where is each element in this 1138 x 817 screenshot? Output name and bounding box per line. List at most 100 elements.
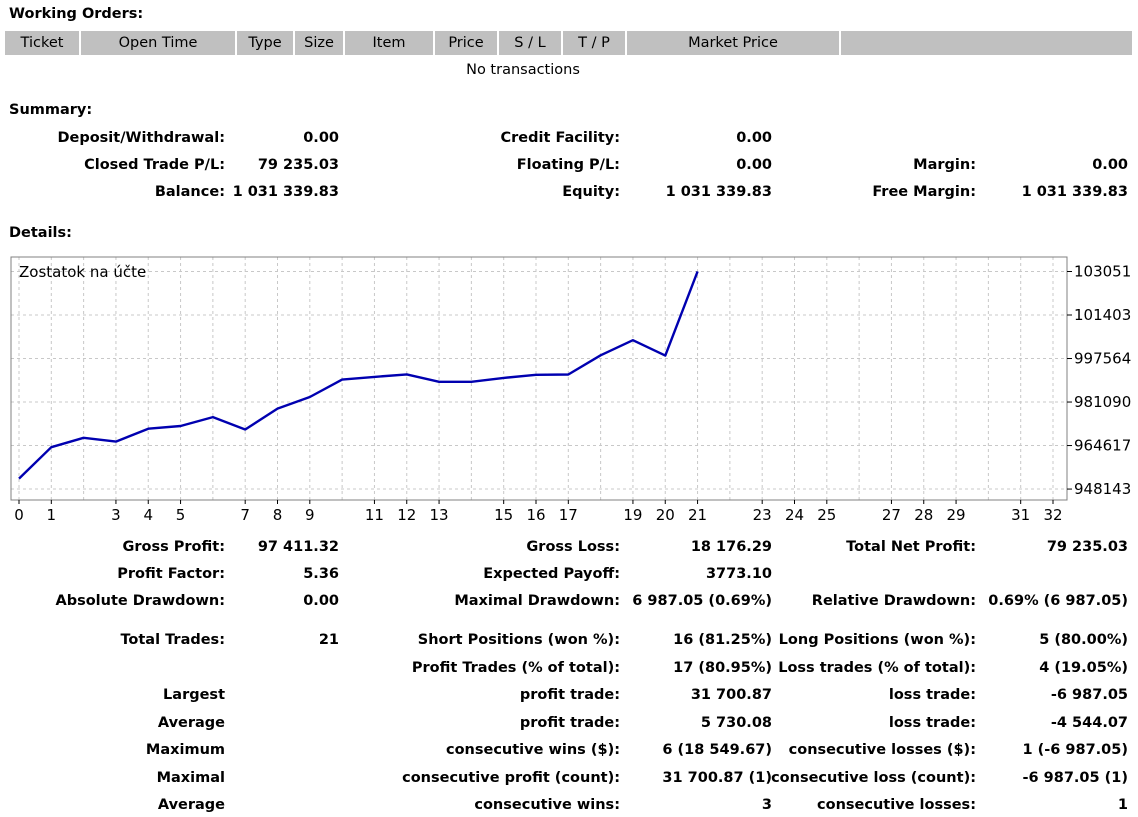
y-tick-label: 103051 xyxy=(1074,262,1131,280)
x-tick-label: 24 xyxy=(785,506,804,524)
details-title: Details: xyxy=(9,225,72,241)
average-consecutive-wins-value: 3 xyxy=(761,797,772,813)
y-tick-label: 101403 xyxy=(1074,306,1131,324)
gross-loss-value: 18 176.29 xyxy=(690,539,772,555)
x-tick-label: 19 xyxy=(623,506,642,524)
column-type[interactable]: Type xyxy=(237,31,293,55)
column-item[interactable]: Item xyxy=(345,31,433,55)
maximal-consecutive-loss-label: consecutive loss (count): xyxy=(771,770,976,786)
x-tick-label: 17 xyxy=(559,506,578,524)
average-consecutive-label: Average xyxy=(157,797,225,813)
expected-payoff-label: Expected Payoff: xyxy=(483,566,620,582)
gross-loss-label: Gross Loss: xyxy=(526,539,620,555)
profit-factor-value: 5.36 xyxy=(303,566,339,582)
profit-factor-label: Profit Factor: xyxy=(117,566,225,582)
average-profit-value: 5 730.08 xyxy=(700,715,772,731)
deposit-withdrawal-label: Deposit/Withdrawal: xyxy=(57,130,225,146)
largest-loss-value: -6 987.05 xyxy=(1050,687,1128,703)
largest-loss-label: loss trade: xyxy=(888,687,976,703)
maximal-consecutive-loss-value: -6 987.05 (1) xyxy=(1022,770,1128,786)
x-tick-label: 5 xyxy=(176,506,186,524)
short-positions-value: 16 (81.25%) xyxy=(673,632,772,648)
chart-frame xyxy=(10,256,1068,501)
summary-title: Summary: xyxy=(9,102,93,118)
average-profit-label: profit trade: xyxy=(519,715,620,731)
absolute-drawdown-value: 0.00 xyxy=(303,593,339,609)
x-tick-label: 31 xyxy=(1011,506,1030,524)
expected-payoff-value: 3773.10 xyxy=(705,566,772,582)
y-tick-label: 981090 xyxy=(1074,393,1131,411)
x-tick-label: 32 xyxy=(1043,506,1062,524)
average-consecutive-wins-label: consecutive wins: xyxy=(474,797,620,813)
column-tp[interactable]: T / P xyxy=(563,31,625,55)
total-net-profit-label: Total Net Profit: xyxy=(846,539,976,555)
y-tick-label: 948143 xyxy=(1074,480,1131,498)
average-consecutive-losses-value: 1 xyxy=(1117,797,1128,813)
column-price[interactable]: Price xyxy=(435,31,497,55)
y-tick-label: 964617 xyxy=(1074,437,1131,455)
long-positions-label: Long Positions (won %): xyxy=(778,632,976,648)
margin-label: Margin: xyxy=(913,157,976,173)
relative-drawdown-value: 0.69% (6 987.05) xyxy=(988,593,1128,609)
gross-profit-label: Gross Profit: xyxy=(122,539,225,555)
working-orders-title: Working Orders: xyxy=(9,6,144,22)
largest-profit-label: profit trade: xyxy=(519,687,620,703)
max-consecutive-losses-value: 1 (-6 987.05) xyxy=(1022,742,1128,758)
max-consecutive-losses-label: consecutive losses ($): xyxy=(788,742,976,758)
maximal-drawdown-value: 6 987.05 (0.69%) xyxy=(632,593,772,609)
absolute-drawdown-label: Absolute Drawdown: xyxy=(55,593,225,609)
column-market-price[interactable]: Market Price xyxy=(627,31,839,55)
credit-facility-value: 0.00 xyxy=(736,130,772,146)
column-blank xyxy=(841,31,1132,55)
working-orders-table-header: Ticket Open Time Type Size Item Price S … xyxy=(5,31,1132,55)
balance-series-line xyxy=(18,270,699,480)
short-positions-label: Short Positions (won %): xyxy=(417,632,620,648)
column-open-time[interactable]: Open Time xyxy=(81,31,235,55)
long-positions-value: 5 (80.00%) xyxy=(1039,632,1128,648)
maximal-consecutive-profit-label: consecutive profit (count): xyxy=(402,770,620,786)
x-tick-label: 28 xyxy=(914,506,933,524)
loss-trades-label: Loss trades (% of total): xyxy=(778,660,976,676)
x-tick-label: 4 xyxy=(143,506,153,524)
maximum-label: Maximum xyxy=(145,742,225,758)
x-tick-label: 11 xyxy=(365,506,384,524)
x-tick-label: 12 xyxy=(397,506,416,524)
x-tick-label: 27 xyxy=(882,506,901,524)
loss-trades-value: 4 (19.05%) xyxy=(1039,660,1128,676)
relative-drawdown-label: Relative Drawdown: xyxy=(811,593,976,609)
closed-trade-pl-label: Closed Trade P/L: xyxy=(84,157,225,173)
x-tick-label: 0 xyxy=(14,506,24,524)
deposit-withdrawal-value: 0.00 xyxy=(303,130,339,146)
x-tick-label: 1 xyxy=(47,506,57,524)
credit-facility-label: Credit Facility: xyxy=(500,130,620,146)
equity-label: Equity: xyxy=(562,184,620,200)
x-tick-label: 16 xyxy=(526,506,545,524)
max-consecutive-wins-label: consecutive wins ($): xyxy=(445,742,620,758)
column-size[interactable]: Size xyxy=(295,31,343,55)
x-tick-label: 15 xyxy=(494,506,513,524)
x-tick-label: 20 xyxy=(656,506,675,524)
x-tick-label: 9 xyxy=(305,506,315,524)
average-label: Average xyxy=(157,715,225,731)
balance-label: Balance: xyxy=(154,184,225,200)
largest-profit-value: 31 700.87 xyxy=(690,687,772,703)
column-ticket[interactable]: Ticket xyxy=(5,31,79,55)
maximal-label: Maximal xyxy=(156,770,225,786)
chart-title: Zostatok na účte xyxy=(19,263,146,281)
total-net-profit-value: 79 235.03 xyxy=(1046,539,1128,555)
gross-profit-value: 97 411.32 xyxy=(257,539,339,555)
chart-grid xyxy=(11,257,1067,500)
x-tick-label: 3 xyxy=(111,506,121,524)
x-tick-label: 23 xyxy=(753,506,772,524)
column-sl[interactable]: S / L xyxy=(499,31,561,55)
balance-value: 1 031 339.83 xyxy=(232,184,339,200)
margin-value: 0.00 xyxy=(1092,157,1128,173)
x-tick-label: 13 xyxy=(430,506,449,524)
average-consecutive-losses-label: consecutive losses: xyxy=(817,797,976,813)
chart-y-axis: 948143 964617 981090 997564 101403 103051 xyxy=(1067,262,1131,498)
maximal-consecutive-profit-value: 31 700.87 (1) xyxy=(662,770,772,786)
maximal-drawdown-label: Maximal Drawdown: xyxy=(454,593,620,609)
profit-trades-label: Profit Trades (% of total): xyxy=(411,660,620,676)
floating-pl-label: Floating P/L: xyxy=(516,157,620,173)
profit-trades-value: 17 (80.95%) xyxy=(673,660,772,676)
